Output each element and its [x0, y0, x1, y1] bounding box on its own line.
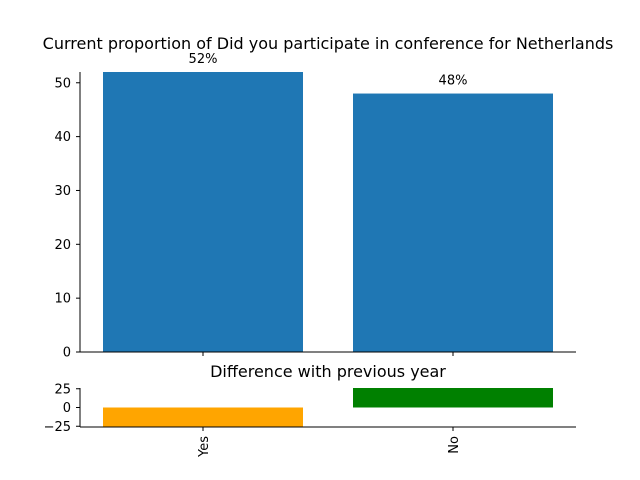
top-y-tick-label: 40	[54, 130, 71, 145]
bottom-x-ticks: Yes No	[197, 427, 462, 458]
top-y-tick-label: 0	[63, 346, 71, 361]
top-bar-no	[353, 93, 553, 353]
top-bars	[103, 72, 553, 353]
bottom-y-tick-label: −25	[44, 420, 71, 435]
top-data-labels: 52% 48%	[189, 52, 468, 89]
top-bar-yes	[103, 72, 303, 352]
bottom-bars	[103, 388, 553, 427]
top-y-tick-label: 20	[54, 238, 71, 253]
bottom-bar-yes	[103, 407, 303, 427]
bottom-bar-no	[353, 388, 553, 408]
top-y-tick-label: 30	[54, 184, 71, 199]
bottom-panel: Difference with previous year −25 0 25 Yes…	[44, 362, 576, 458]
top-panel: Current proportion of Did you participat…	[43, 34, 614, 361]
bottom-y-tick-label: 25	[54, 382, 71, 397]
top-y-tick-label: 50	[54, 76, 71, 91]
x-tick-label-yes: Yes	[197, 436, 212, 458]
bottom-chart-title: Difference with previous year	[210, 362, 446, 381]
top-data-label-yes: 52%	[189, 52, 218, 67]
bottom-y-ticks: −25 0 25	[44, 382, 80, 435]
top-data-label-no: 48%	[439, 74, 468, 89]
top-y-tick-label: 10	[54, 292, 71, 307]
top-y-ticks: 0 10 20 30 40 50	[54, 76, 80, 361]
x-tick-label-no: No	[447, 436, 462, 454]
top-x-ticks	[202, 352, 454, 356]
bottom-y-tick-label: 0	[63, 401, 71, 416]
top-chart-title: Current proportion of Did you participat…	[43, 34, 614, 53]
